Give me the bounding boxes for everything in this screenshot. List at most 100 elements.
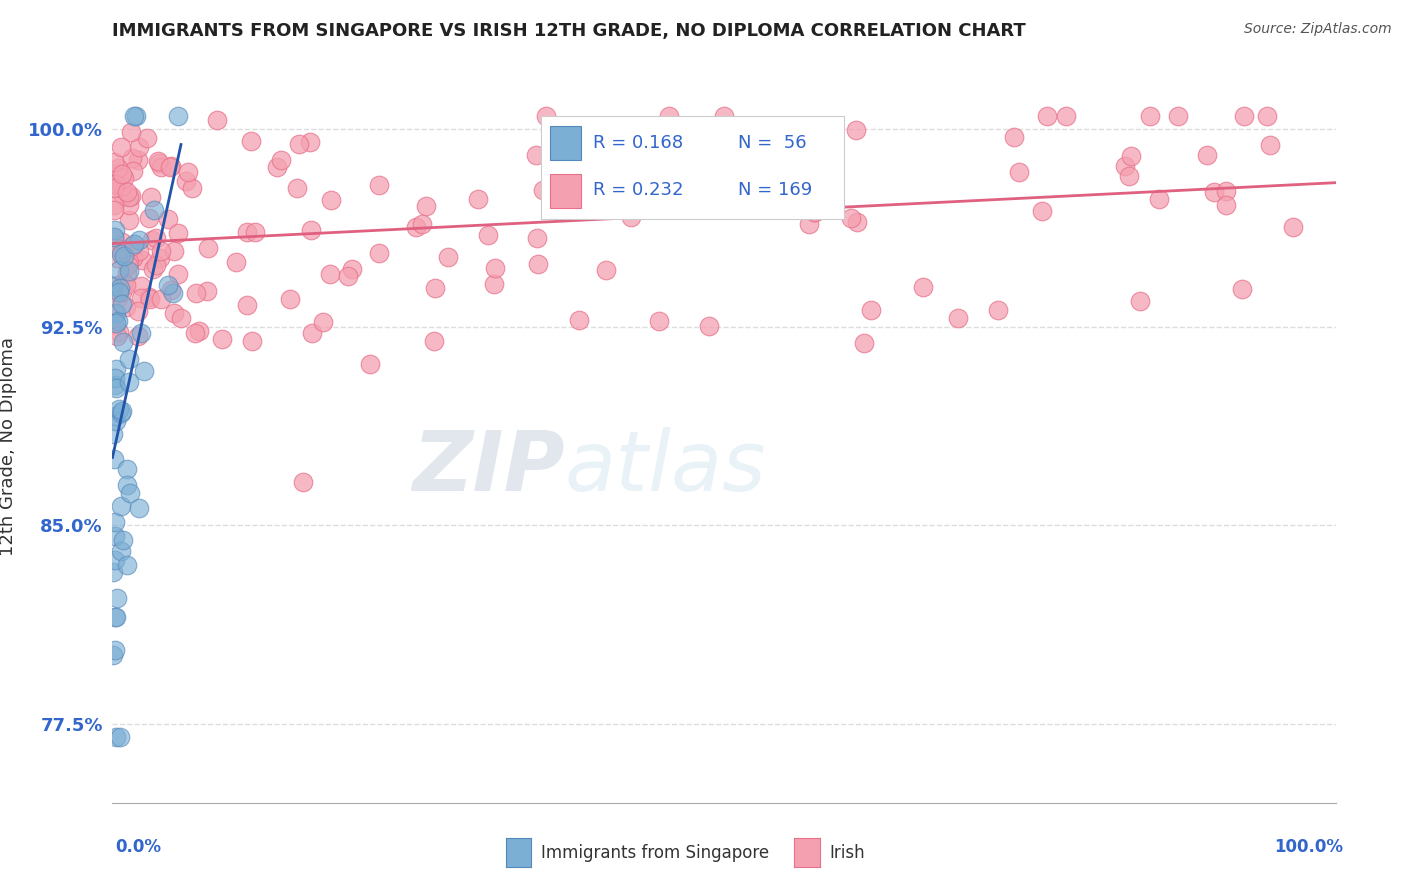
Point (111, 297, 134, 311)
Point (367, 178, 389, 192)
Point (115, 462, 138, 476)
Point (121, 151, 143, 165)
Point (104, 378, 127, 392)
Point (170, 310, 193, 325)
Point (110, 730, 132, 744)
Point (111, 533, 134, 548)
Point (1167, 109, 1189, 123)
Point (107, 314, 129, 328)
Point (845, 215, 868, 229)
Point (103, 202, 125, 217)
Point (118, 213, 141, 227)
Point (110, 247, 132, 261)
Point (800, 169, 823, 184)
Point (699, 318, 721, 333)
Point (661, 144, 683, 158)
Point (634, 185, 657, 199)
Point (1036, 109, 1059, 123)
Point (299, 223, 322, 237)
Point (120, 125, 142, 139)
Text: Immigrants from Singapore: Immigrants from Singapore (541, 844, 769, 862)
Point (111, 178, 134, 193)
Point (301, 326, 323, 341)
Point (188, 325, 211, 339)
Point (118, 190, 141, 204)
Point (477, 228, 499, 243)
Point (107, 161, 129, 175)
Point (278, 292, 301, 306)
Point (121, 164, 143, 178)
Point (117, 477, 139, 491)
Point (107, 329, 129, 343)
Point (1054, 109, 1077, 123)
Point (149, 251, 172, 265)
Point (183, 326, 205, 340)
Text: Irish: Irish (830, 844, 865, 862)
Point (1031, 204, 1053, 219)
Y-axis label: 12th Grade, No Diploma: 12th Grade, No Diploma (0, 336, 17, 556)
Point (595, 263, 617, 277)
Point (111, 167, 134, 181)
Point (658, 109, 681, 123)
Point (104, 553, 127, 567)
Point (682, 120, 704, 135)
Point (107, 166, 129, 180)
Point (526, 148, 548, 162)
Point (145, 231, 167, 245)
Point (157, 211, 180, 226)
Text: ZIP: ZIP (412, 427, 565, 508)
Point (526, 231, 548, 245)
Point (467, 192, 489, 206)
Point (107, 251, 129, 265)
Point (104, 730, 127, 744)
Point (666, 133, 689, 147)
Point (163, 244, 186, 258)
Point (266, 161, 288, 175)
Point (108, 401, 131, 416)
Point (437, 250, 460, 264)
Point (128, 233, 150, 247)
Point (1129, 293, 1152, 308)
Point (1139, 109, 1161, 123)
Point (235, 225, 257, 239)
FancyBboxPatch shape (550, 127, 581, 160)
Point (149, 292, 172, 306)
Point (103, 177, 125, 191)
Point (139, 190, 162, 204)
Point (110, 243, 132, 257)
Point (104, 409, 127, 423)
Point (195, 284, 218, 298)
Point (122, 237, 145, 252)
Point (104, 177, 127, 191)
Point (225, 255, 247, 269)
Point (104, 414, 127, 428)
Point (127, 304, 149, 318)
Point (1008, 165, 1031, 179)
Text: R = 0.168: R = 0.168 (593, 134, 683, 153)
Point (987, 302, 1010, 317)
Point (804, 205, 827, 219)
Text: 0.0%: 0.0% (115, 838, 162, 856)
Point (103, 181, 125, 195)
Point (108, 263, 131, 277)
Point (127, 153, 149, 167)
Point (1215, 198, 1237, 212)
Point (243, 226, 266, 240)
Point (127, 329, 149, 343)
Point (128, 500, 150, 515)
Point (423, 281, 446, 295)
Point (132, 363, 155, 377)
Point (124, 109, 146, 123)
Point (115, 266, 138, 280)
Text: 100.0%: 100.0% (1274, 838, 1343, 856)
Point (122, 109, 145, 123)
Point (112, 275, 135, 289)
Point (111, 189, 134, 203)
Point (117, 351, 139, 366)
Point (160, 159, 183, 173)
Point (1118, 169, 1140, 184)
Point (803, 205, 825, 219)
Point (411, 217, 433, 231)
Point (103, 451, 125, 466)
Point (115, 301, 138, 315)
